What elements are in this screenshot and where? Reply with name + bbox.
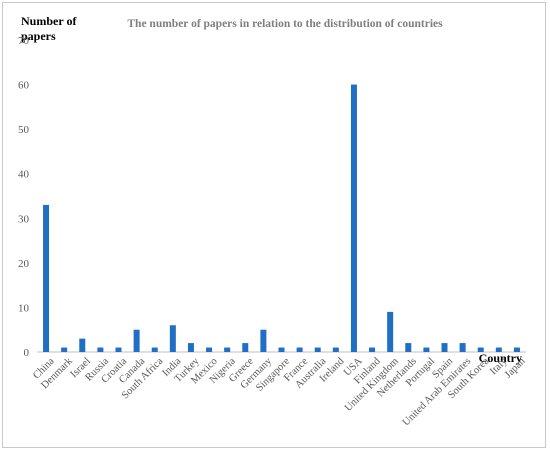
y-tick-label: 20	[18, 258, 30, 270]
bar	[350, 84, 357, 353]
x-axis-labels: ChinaDenmarkIsraelRussiaCroatiaCanadaSou…	[31, 355, 528, 428]
bar	[79, 338, 86, 352]
bar	[115, 347, 122, 352]
bar	[43, 204, 50, 352]
bar	[314, 347, 321, 352]
bar	[369, 347, 376, 352]
y-tick-label: 40	[18, 169, 30, 181]
y-tick-label: 50	[18, 124, 30, 136]
bar	[387, 311, 394, 352]
bar	[441, 343, 448, 352]
bars-group	[43, 84, 520, 353]
y-tick-label: 0	[24, 347, 30, 359]
bar	[187, 343, 194, 352]
bar	[423, 347, 430, 352]
bar	[332, 347, 339, 352]
bar	[206, 347, 213, 352]
y-tick-label: 70	[18, 35, 30, 47]
bar	[97, 347, 104, 352]
bar	[61, 347, 68, 352]
bar	[405, 343, 412, 352]
y-tick-label: 30	[18, 213, 30, 225]
y-tick-label: 10	[18, 302, 30, 314]
y-tick-label: 60	[18, 80, 30, 92]
bar	[169, 325, 176, 352]
bar	[133, 329, 140, 352]
chart-title: The number of papers in relation to the …	[127, 18, 443, 30]
x-axis-title: Country	[479, 351, 522, 365]
chart-frame: The number of papers in relation to the …	[2, 2, 546, 448]
bar-chart: The number of papers in relation to the …	[18, 14, 528, 428]
y-axis-ticks: 0 10 20 30 40 50 60 70	[18, 35, 30, 359]
bar	[477, 347, 484, 352]
bar	[224, 347, 231, 352]
bar	[278, 347, 285, 352]
bar	[495, 347, 502, 352]
bar	[296, 347, 303, 352]
bar	[513, 347, 520, 352]
y-axis-title-line-1: Number of	[21, 14, 77, 28]
bar	[260, 329, 267, 352]
bar	[151, 347, 158, 352]
y-axis-title-line-2: papers	[21, 29, 56, 43]
bar	[459, 343, 466, 352]
bar	[242, 343, 249, 352]
